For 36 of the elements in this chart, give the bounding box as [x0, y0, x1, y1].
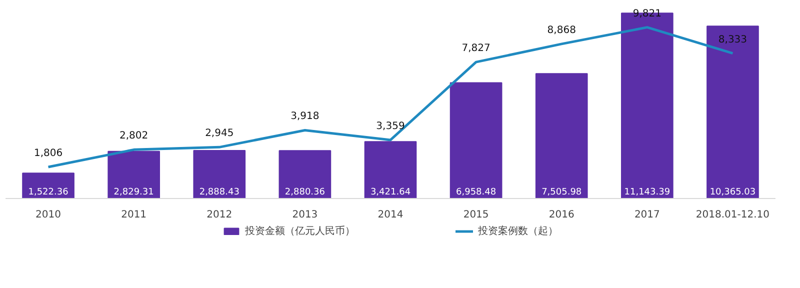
bar — [450, 82, 502, 198]
bar — [22, 172, 74, 198]
data-label: 2,880.36 — [284, 188, 326, 198]
x-tick-label: 2017 — [634, 210, 660, 220]
x-tick-label: 2012 — [206, 210, 232, 220]
x-tick-label: 2010 — [36, 210, 62, 220]
bar — [278, 150, 332, 198]
x-tick-label: 2011 — [121, 210, 147, 220]
data-label: 1,522.36 — [28, 188, 69, 198]
data-label: 2,802 — [120, 130, 148, 142]
data-label: 3,359 — [376, 120, 405, 132]
data-label: 7,505.98 — [542, 188, 582, 198]
x-tick-label: 2018.01-12.10 — [696, 210, 770, 220]
legend-label: 投资金额（亿元人民币） — [245, 224, 355, 238]
data-label: 8,333 — [718, 34, 748, 46]
data-label: 2,888.43 — [199, 188, 240, 198]
x-tick-label: 2015 — [463, 210, 489, 220]
x-tick-label: 2016 — [548, 210, 574, 220]
data-label: 3,421.64 — [370, 188, 411, 198]
data-label: 2,829.31 — [114, 188, 154, 198]
data-label: 1,806 — [34, 148, 63, 160]
data-label: 8,868 — [547, 24, 576, 36]
data-label: 11,143.39 — [624, 188, 670, 198]
bar — [535, 73, 588, 198]
bar — [364, 141, 417, 198]
bar — [193, 150, 246, 198]
data-label: 3,918 — [290, 111, 320, 122]
data-label: 2,945 — [205, 128, 234, 140]
x-tick-label: 2013 — [292, 210, 318, 220]
legend-label: 投资案例数（起） — [478, 224, 558, 238]
data-label: 10,365.03 — [710, 188, 756, 198]
bar — [706, 26, 759, 198]
data-label: 7,827 — [462, 43, 490, 54]
x-tick-label: 2014 — [378, 210, 404, 220]
bar — [108, 150, 160, 198]
data-label: 6,958.48 — [456, 188, 496, 198]
